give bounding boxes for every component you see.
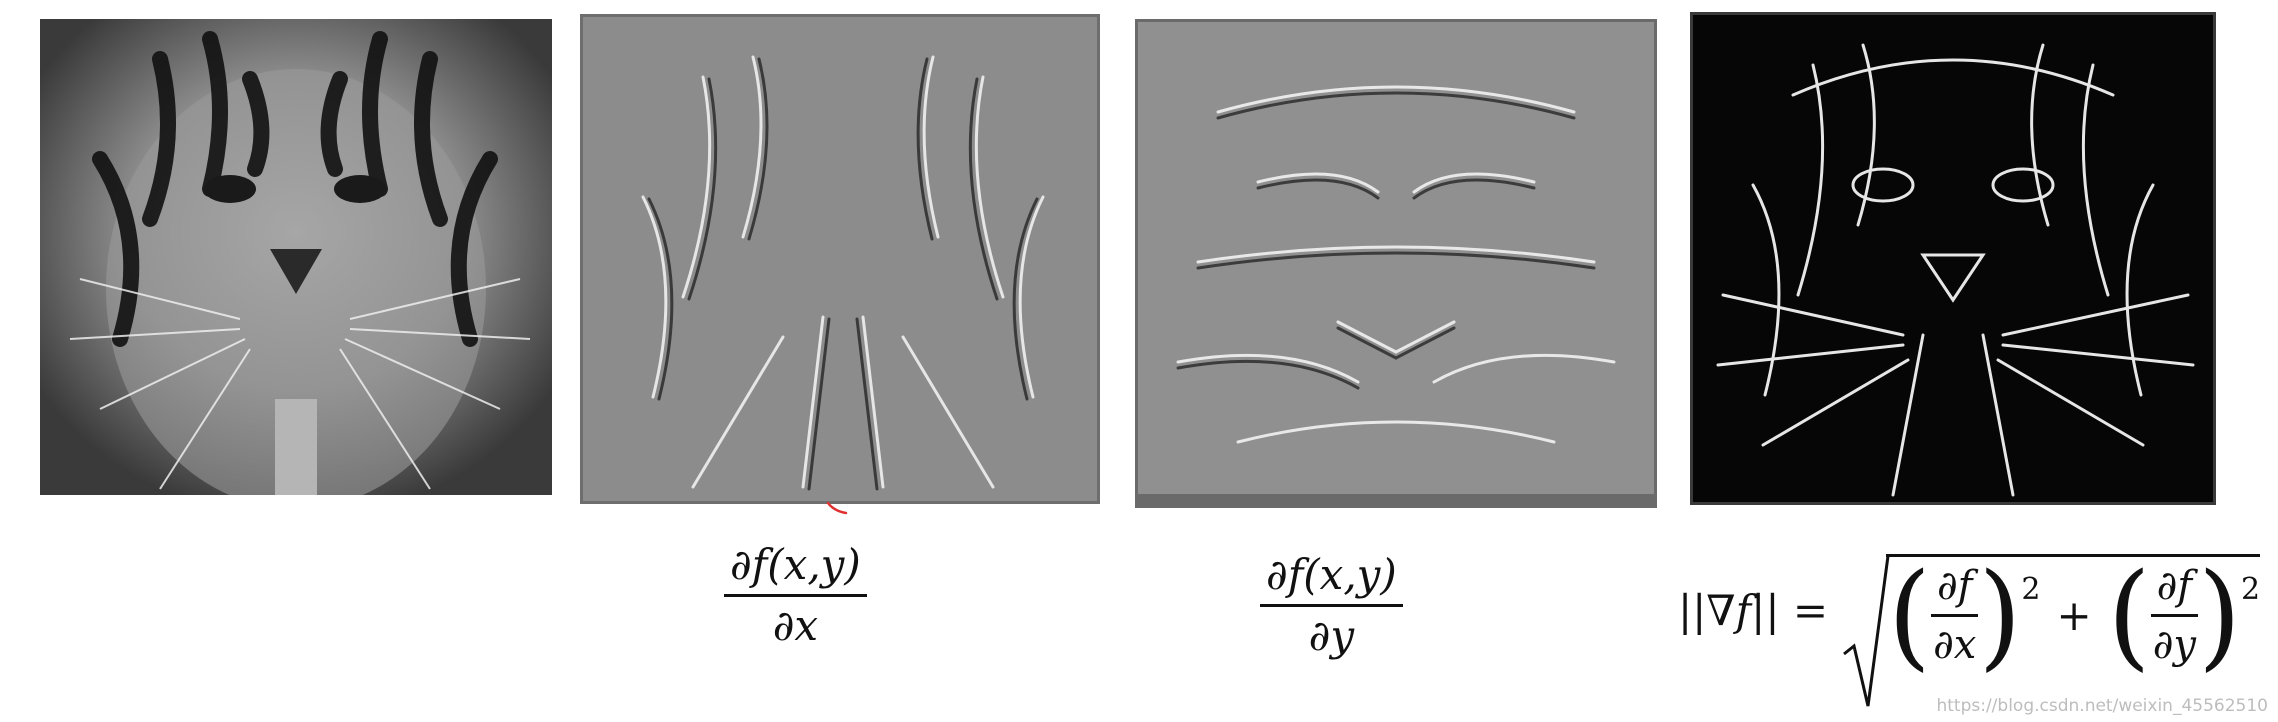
right-paren-2: ) <box>2198 547 2241 683</box>
left-paren-2: ( <box>2107 547 2151 683</box>
gradient-magnitude-image <box>1690 12 2216 505</box>
fraction-bar <box>1930 613 1979 617</box>
watermark: https://blog.csdn.net/weixin_45562510 <box>1936 696 2268 716</box>
y-gradient-image <box>1135 19 1657 508</box>
term1-numerator: ∂f <box>1936 562 1973 609</box>
term1-power: 2 <box>2021 572 2041 607</box>
red-annotation-mark <box>826 500 848 519</box>
plus-sign: + <box>2056 590 2092 640</box>
square-root: ( ∂f ∂x ) 2 + ( ∂f ∂y ) 2 <box>1842 547 2261 707</box>
fraction-bar <box>2150 613 2199 617</box>
radical-bar <box>1886 554 2261 557</box>
partial-y-formula: ∂f(x,y) ∂y <box>1260 550 1403 661</box>
right-paren-1: ) <box>1978 547 2022 683</box>
fraction-bar <box>724 594 867 598</box>
partial-y-numerator: ∂f(x,y) <box>1266 550 1397 599</box>
partial-x-fraction: ∂f(x,y) ∂x <box>724 540 867 651</box>
partial-x-formula: ∂f(x,y) ∂x <box>724 540 867 651</box>
magnitude-lhs: ||∇f|| = <box>1678 585 1829 635</box>
fraction-bar <box>1260 604 1403 608</box>
term2-numerator: ∂f <box>2156 562 2193 609</box>
term2-denominator: ∂y <box>2152 621 2196 668</box>
term1-fraction: ∂f ∂x <box>1930 562 1979 668</box>
term2-fraction: ∂f ∂y <box>2150 562 2199 668</box>
x-gradient-image <box>580 14 1100 504</box>
partial-x-numerator: ∂f(x,y) <box>730 540 861 589</box>
partial-y-denominator: ∂y <box>1308 611 1355 661</box>
term1-denominator: ∂x <box>1933 621 1977 668</box>
radical-sign-icon <box>1843 555 1890 707</box>
left-paren-1: ( <box>1888 547 1931 683</box>
partial-y-fraction: ∂f(x,y) ∂y <box>1260 550 1403 661</box>
gradient-magnitude-formula: ||∇f|| = ( ∂f ∂x ) 2 + ( ∂f ∂y ) 2 <box>1678 528 2261 707</box>
partial-x-denominator: ∂x <box>772 601 819 651</box>
term2-power: 2 <box>2241 572 2261 607</box>
original-tiger-image <box>40 19 552 495</box>
